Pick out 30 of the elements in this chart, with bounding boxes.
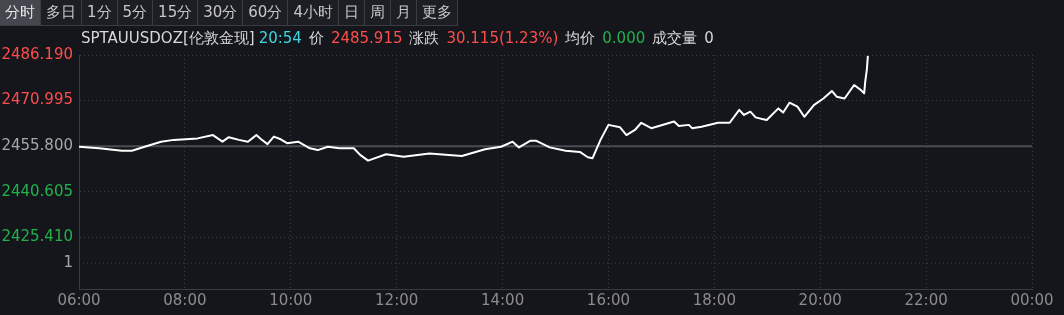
- x-tick-label: 12:00: [375, 290, 419, 309]
- y-tick-label: 2486.190: [1, 44, 73, 63]
- x-tick-label: 22:00: [904, 290, 948, 309]
- text: 5分: [117, 0, 154, 26]
- text: 1分: [82, 0, 118, 26]
- x-tick-label: 18:00: [692, 290, 736, 309]
- text: 更多: [416, 0, 458, 26]
- y-tick-label: 2440.605: [1, 181, 73, 200]
- x-tick-label: 16:00: [586, 290, 631, 309]
- text: 日: [338, 0, 365, 26]
- x-tick-label: 10:00: [269, 290, 313, 309]
- text: 4小时: [288, 0, 339, 26]
- y-tick-label: 2455.800: [1, 136, 73, 155]
- text: 月: [390, 0, 417, 26]
- text: 分时: [0, 0, 41, 26]
- text: 15分: [153, 0, 199, 26]
- text: 20:54 价 2485.915 涨跌 30.115(1.23%) 均价 0.000 成交量 0: [258, 29, 714, 47]
- text: 1: [63, 253, 73, 272]
- text: 30分: [198, 0, 244, 26]
- text: 周: [364, 0, 391, 26]
- y-tick-label: 2425.410: [1, 227, 73, 246]
- x-tick-label: 08:00: [163, 290, 207, 309]
- x-tick-label: 00:00: [1010, 290, 1054, 309]
- text: 60分: [243, 0, 289, 26]
- y-tick-label: 2470.995: [1, 90, 73, 109]
- x-tick-label: 14:00: [480, 290, 525, 309]
- x-tick-label: 06:00: [57, 290, 101, 309]
- chart-title: SPTAUUSDOZ[伦敦金现]: [81, 29, 255, 47]
- x-tick-label: 20:00: [798, 290, 842, 309]
- text: 多日: [41, 0, 82, 26]
